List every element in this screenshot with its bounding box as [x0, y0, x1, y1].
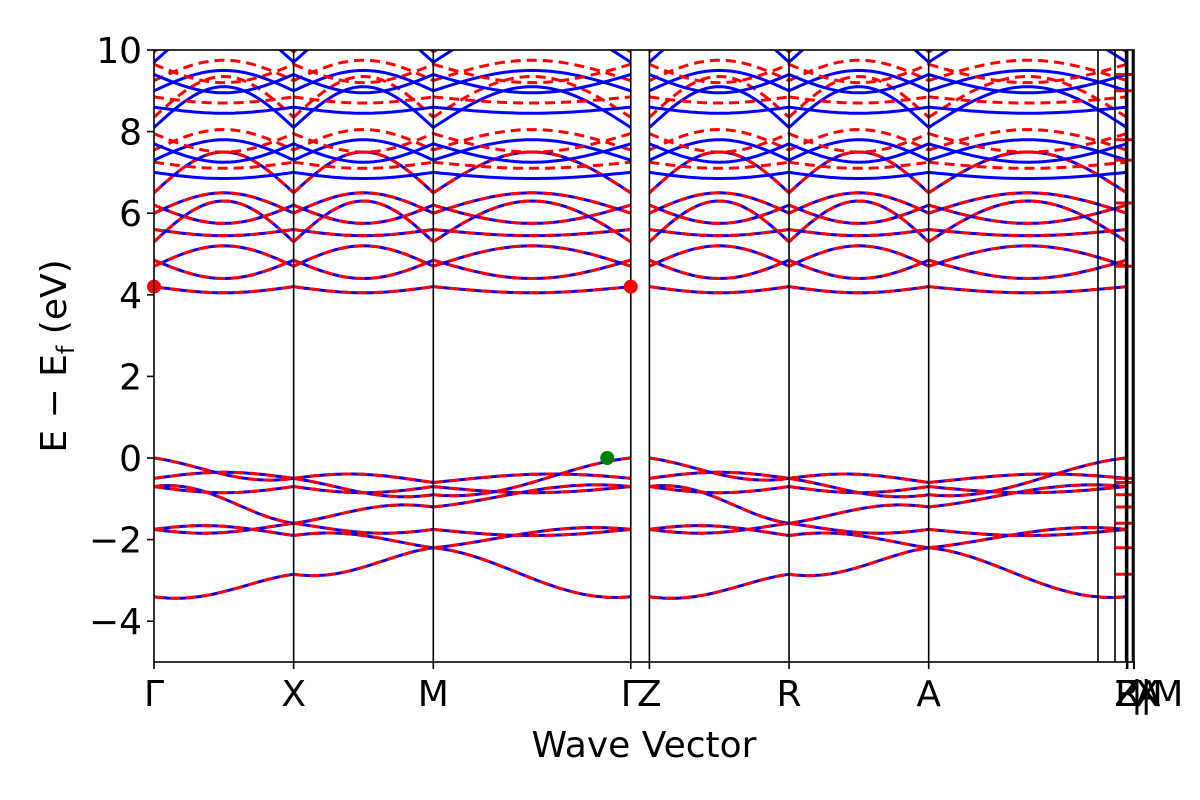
band-line	[154, 50, 1128, 64]
y-axis-label: E − Ef (eV)	[34, 259, 80, 452]
y-tick-label: −4	[89, 602, 142, 643]
y-tick-label: 0	[119, 439, 142, 480]
band-line	[154, 546, 1127, 600]
bands-layer	[154, 50, 1133, 600]
y-tick-label: 4	[119, 276, 142, 317]
band-line	[154, 521, 1127, 537]
y-axis-ticks: −4 −2 0 2 4 6 8 10	[89, 31, 154, 643]
y-tick-label: 2	[119, 357, 142, 398]
x-tick-label: A	[916, 674, 941, 715]
band-line	[154, 142, 1128, 164]
y-tick-label: 8	[119, 113, 142, 154]
band-line	[154, 546, 1127, 600]
band-line	[154, 524, 1127, 550]
extremum-marker	[623, 279, 638, 294]
high-symmetry-lines	[292, 50, 1134, 662]
x-tick-label: Γ	[144, 674, 164, 715]
band-line	[154, 228, 1127, 238]
extremum-marker	[600, 451, 615, 465]
band-line	[154, 68, 1128, 93]
x-tick-label: |	[1131, 674, 1143, 715]
x-tick-label: R	[1115, 674, 1140, 715]
x-tick-label: Z	[637, 674, 662, 715]
band-line	[154, 50, 1128, 54]
band-line	[154, 85, 1128, 129]
band-line	[154, 258, 1128, 281]
band-line	[154, 105, 1127, 115]
band-line	[154, 74, 1128, 119]
band-line	[154, 191, 1128, 215]
plot-frame	[153, 49, 1135, 663]
band-line	[154, 244, 1128, 268]
band-line	[154, 138, 1128, 162]
band-line	[154, 203, 1128, 225]
band-line	[154, 73, 1128, 95]
x-tick-label: R	[777, 674, 802, 715]
band-line	[154, 170, 1127, 180]
band-line	[154, 95, 1127, 105]
x-tick-label: |	[1140, 674, 1152, 715]
x-axis-label: Wave Vector	[532, 725, 757, 766]
x-tick-label: Γ	[621, 674, 641, 715]
x-tick-label: A	[1136, 674, 1161, 715]
band-line	[154, 483, 1127, 525]
x-tick-label: M	[1152, 674, 1183, 715]
x-tick-label: Z	[1114, 674, 1139, 715]
band-line	[154, 128, 1128, 152]
x-tick-label: M	[418, 674, 449, 715]
band-line	[154, 62, 1128, 85]
x-axis-ticks: Γ X M ΓZ R A ZR||XAM	[144, 662, 1183, 715]
extrema-markers	[147, 279, 638, 465]
band-line	[154, 524, 1127, 550]
x-tick-label: X	[281, 674, 306, 715]
y-tick-label: −2	[89, 521, 142, 562]
band-line	[154, 285, 1127, 295]
band-line	[154, 132, 1128, 154]
band-line	[154, 160, 1127, 170]
band-line	[154, 58, 1128, 83]
band-line	[154, 199, 1128, 244]
band-line	[154, 470, 1127, 484]
y-tick-label: 6	[119, 194, 142, 235]
y-tick-label: 10	[96, 31, 142, 72]
x-tick-label: X	[1135, 674, 1160, 715]
band-line	[154, 485, 1127, 495]
